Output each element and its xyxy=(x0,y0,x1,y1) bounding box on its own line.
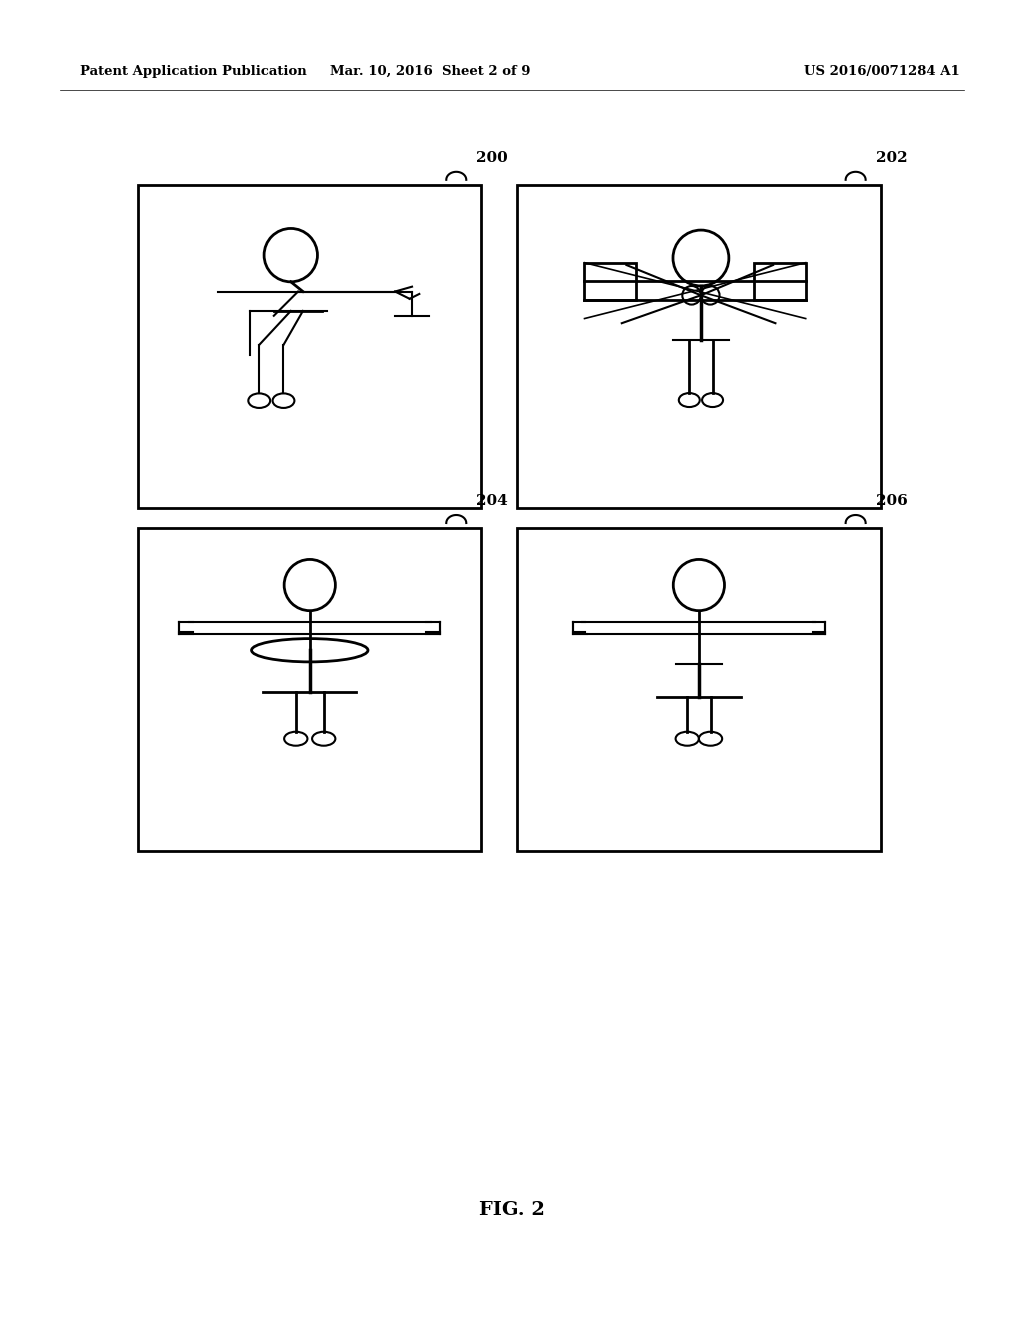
Text: FIG. 2: FIG. 2 xyxy=(479,1201,545,1218)
Bar xyxy=(138,185,481,508)
Text: 206: 206 xyxy=(876,494,907,508)
Text: 200: 200 xyxy=(476,150,508,165)
Text: Mar. 10, 2016  Sheet 2 of 9: Mar. 10, 2016 Sheet 2 of 9 xyxy=(330,65,530,78)
Bar xyxy=(138,528,481,851)
Text: 202: 202 xyxy=(876,150,907,165)
Text: 204: 204 xyxy=(476,494,508,508)
Bar xyxy=(517,185,881,508)
Bar xyxy=(517,528,881,851)
Text: US 2016/0071284 A1: US 2016/0071284 A1 xyxy=(804,65,961,78)
Bar xyxy=(585,263,636,300)
Bar xyxy=(755,263,806,300)
Text: Patent Application Publication: Patent Application Publication xyxy=(80,65,307,78)
